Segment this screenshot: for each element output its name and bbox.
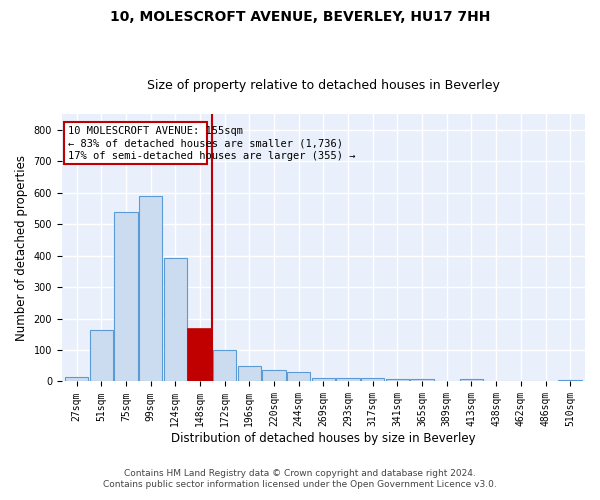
Bar xyxy=(213,350,236,382)
X-axis label: Distribution of detached houses by size in Beverley: Distribution of detached houses by size … xyxy=(171,432,476,445)
Bar xyxy=(337,378,360,382)
Text: Contains HM Land Registry data © Crown copyright and database right 2024.: Contains HM Land Registry data © Crown c… xyxy=(124,468,476,477)
Bar xyxy=(238,366,261,382)
Bar xyxy=(65,377,88,382)
Bar xyxy=(361,378,385,382)
Bar xyxy=(188,329,212,382)
Bar xyxy=(164,258,187,382)
Bar xyxy=(410,380,434,382)
Bar xyxy=(114,212,137,382)
Text: 10 MOLESCROFT AVENUE: 155sqm: 10 MOLESCROFT AVENUE: 155sqm xyxy=(68,126,243,136)
Text: 17% of semi-detached houses are larger (355) →: 17% of semi-detached houses are larger (… xyxy=(68,151,355,161)
Bar xyxy=(460,380,483,382)
Bar xyxy=(559,380,582,382)
Bar xyxy=(139,196,163,382)
Bar xyxy=(262,370,286,382)
Text: ← 83% of detached houses are smaller (1,736): ← 83% of detached houses are smaller (1,… xyxy=(68,138,343,148)
Bar xyxy=(287,372,310,382)
FancyBboxPatch shape xyxy=(64,122,208,164)
Bar xyxy=(386,380,409,382)
Text: Contains public sector information licensed under the Open Government Licence v3: Contains public sector information licen… xyxy=(103,480,497,489)
Y-axis label: Number of detached properties: Number of detached properties xyxy=(15,154,28,340)
Bar xyxy=(311,378,335,382)
Title: Size of property relative to detached houses in Beverley: Size of property relative to detached ho… xyxy=(147,79,500,92)
Text: 10, MOLESCROFT AVENUE, BEVERLEY, HU17 7HH: 10, MOLESCROFT AVENUE, BEVERLEY, HU17 7H… xyxy=(110,10,490,24)
Bar xyxy=(89,330,113,382)
